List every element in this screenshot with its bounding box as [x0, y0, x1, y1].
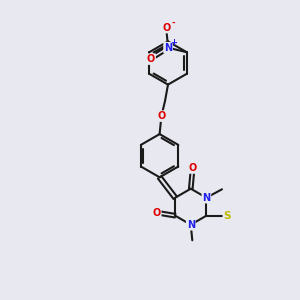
Text: O: O	[163, 22, 171, 33]
Text: O: O	[157, 111, 166, 121]
Text: +: +	[171, 38, 178, 47]
Text: N: N	[164, 43, 172, 53]
Text: O: O	[188, 163, 196, 173]
Text: O: O	[147, 54, 155, 64]
Text: O: O	[152, 208, 161, 218]
Text: N: N	[202, 193, 210, 203]
Text: -: -	[171, 19, 175, 28]
Text: S: S	[223, 211, 231, 221]
Text: N: N	[187, 220, 195, 230]
